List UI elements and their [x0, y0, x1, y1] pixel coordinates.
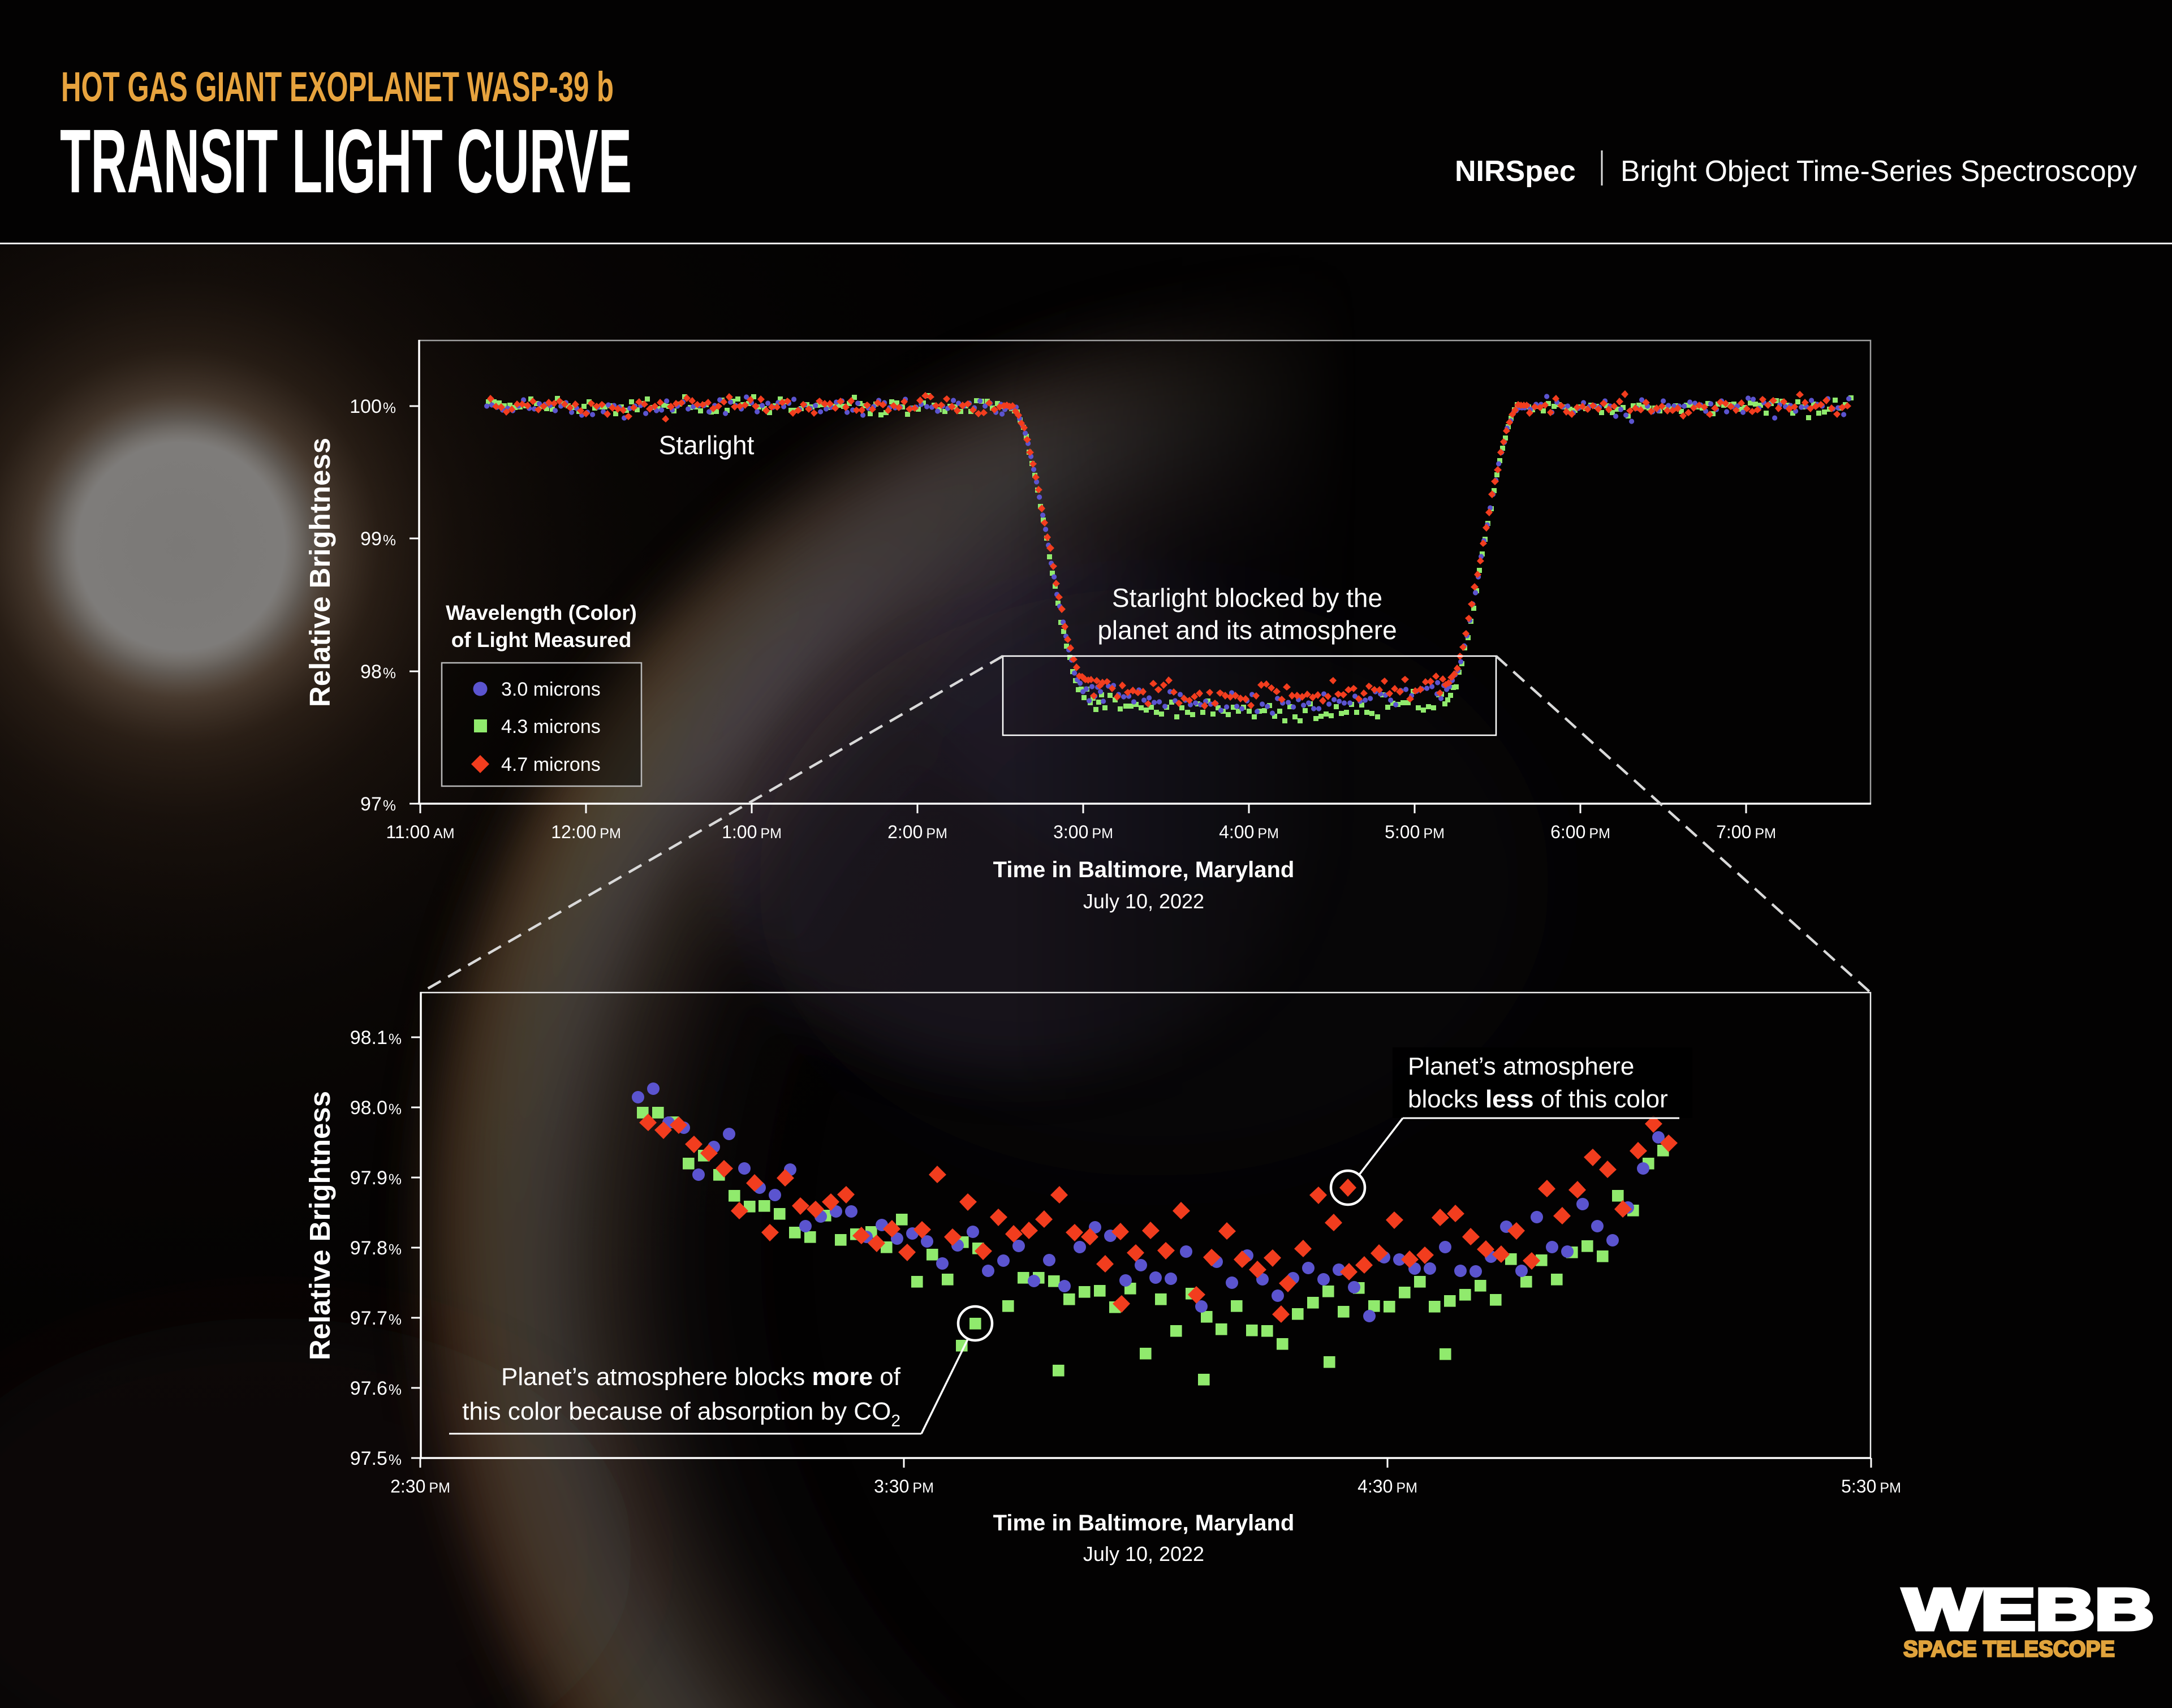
svg-text:NIRSpec: NIRSpec	[1455, 155, 1576, 188]
svg-text:Wavelength (Color): Wavelength (Color)	[446, 601, 637, 624]
svg-text:97.8%: 97.8%	[350, 1237, 402, 1259]
svg-text:97.9%: 97.9%	[350, 1167, 402, 1189]
svg-text:TRANSIT LIGHT CURVE: TRANSIT LIGHT CURVE	[60, 110, 632, 212]
svg-text:planet and its atmosphere: planet and its atmosphere	[1097, 615, 1397, 645]
svg-text:WEBB: WEBB	[1903, 1577, 2154, 1642]
svg-text:Starlight: Starlight	[659, 430, 755, 460]
svg-text:98%: 98%	[360, 661, 396, 683]
svg-text:Relative Brightness: Relative Brightness	[304, 1091, 336, 1360]
svg-text:this color because of absorpti: this color because of absorption by CO2	[462, 1398, 900, 1430]
svg-text:HOT GAS GIANT EXOPLANET WASP-3: HOT GAS GIANT EXOPLANET WASP-39 b	[61, 63, 614, 110]
svg-text:97.7%: 97.7%	[350, 1308, 402, 1329]
svg-text:100%: 100%	[350, 396, 396, 417]
svg-text:98.1%: 98.1%	[350, 1027, 402, 1049]
svg-text:July 10, 2022: July 10, 2022	[1083, 1542, 1204, 1565]
svg-text:4.7 microns: 4.7 microns	[501, 754, 601, 775]
svg-text:of Light Measured: of Light Measured	[451, 628, 632, 652]
svg-text:Planet’s atmosphere blocks mor: Planet’s atmosphere blocks more of	[501, 1363, 901, 1391]
svg-text:99%: 99%	[360, 528, 396, 550]
svg-text:97.5%: 97.5%	[350, 1448, 402, 1469]
svg-text:Bright Object Time-Series Spec: Bright Object Time-Series Spectroscopy	[1621, 155, 2137, 188]
svg-text:Relative Brightness: Relative Brightness	[304, 438, 336, 707]
svg-text:98.0%: 98.0%	[350, 1097, 402, 1119]
svg-text:SPACE TELESCOPE: SPACE TELESCOPE	[1903, 1637, 2115, 1662]
svg-text:Planet’s atmosphere: Planet’s atmosphere	[1408, 1053, 1634, 1080]
svg-text:4.3 microns: 4.3 microns	[501, 716, 601, 737]
svg-text:July 10, 2022: July 10, 2022	[1083, 890, 1204, 913]
svg-text:blocks less of this color: blocks less of this color	[1408, 1085, 1668, 1113]
svg-text:Time in Baltimore, Maryland: Time in Baltimore, Maryland	[993, 1511, 1295, 1536]
svg-text:Time in Baltimore, Maryland: Time in Baltimore, Maryland	[993, 857, 1295, 882]
svg-text:Starlight blocked by the: Starlight blocked by the	[1112, 583, 1382, 613]
svg-text:97%: 97%	[360, 793, 396, 815]
svg-text:3.0 microns: 3.0 microns	[501, 679, 601, 700]
svg-text:97.6%: 97.6%	[350, 1378, 402, 1399]
